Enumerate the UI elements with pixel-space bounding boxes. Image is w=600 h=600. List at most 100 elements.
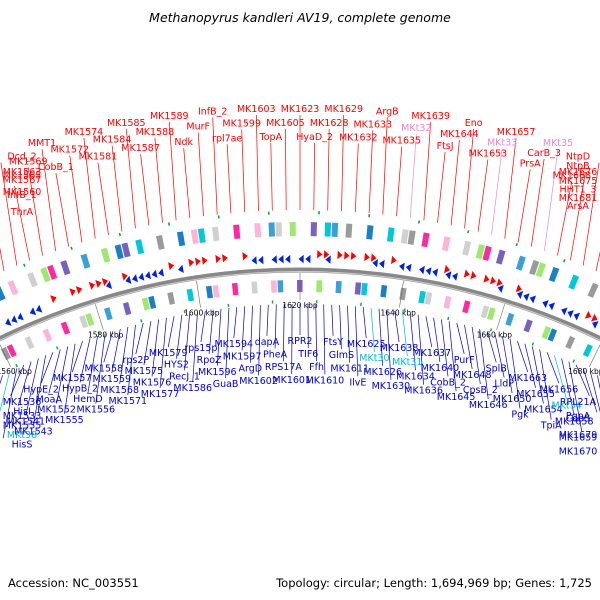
gene-label: MKt35: [543, 138, 573, 149]
gene-label: Ndk: [174, 137, 193, 148]
gene-label: ThrA: [10, 207, 34, 218]
gene-label: MK1637: [412, 348, 451, 359]
gene-label: MK1588: [136, 127, 175, 138]
label-connector-bottom: [25, 358, 39, 416]
gene-label: MK1533: [3, 411, 42, 422]
gene-label: MK1552: [37, 405, 76, 416]
tick-label: 1660 kbp: [477, 331, 513, 340]
cog-color-box: [251, 281, 258, 294]
gene-label: MK1645: [437, 392, 476, 403]
gene-label: MK1568: [100, 385, 139, 396]
cog-color-box: [205, 285, 213, 299]
gene-label: MK1636: [404, 386, 443, 397]
label-connector-top: [409, 134, 417, 219]
gene-label: MK1640: [421, 363, 460, 374]
label-connector-top: [517, 169, 531, 243]
label-connector-bottom: [56, 346, 69, 404]
forward-gene-arrow: [201, 256, 208, 265]
cog-color-box: [275, 222, 282, 237]
track-tick: [418, 220, 420, 224]
cog-color-box: [121, 242, 131, 258]
track-tick: [447, 316, 450, 320]
gene-label: MK1602: [239, 376, 278, 387]
cog-color-box: [462, 300, 471, 314]
cog-color-box: [482, 245, 492, 261]
label-connector-bottom: [249, 305, 253, 363]
label-connector-bottom: [176, 314, 183, 359]
gene-label: RPR2: [288, 336, 313, 347]
gene-label: CpsB_2: [463, 385, 498, 396]
gene-label: IlvE: [349, 377, 366, 388]
label-connector-bottom: [33, 355, 46, 426]
forward-gene-arrow: [101, 278, 108, 287]
label-connector-top: [477, 159, 489, 232]
cog-color-box: [345, 223, 353, 238]
gene-label: dapA: [255, 337, 280, 348]
label-connector-bottom: [192, 312, 198, 383]
gene-label: MKt30: [359, 353, 389, 364]
cog-color-box: [418, 290, 426, 304]
cog-color-box: [443, 295, 452, 309]
label-connector-bottom: [283, 304, 285, 362]
label-connector-top: [450, 140, 460, 226]
gene-label: CobB_1: [38, 162, 74, 173]
reverse-gene-arrow: [251, 256, 257, 265]
label-connector-bottom: [354, 306, 359, 377]
cog-color-box: [324, 222, 332, 237]
label-connector-bottom: [266, 304, 269, 336]
cog-color-box: [441, 236, 451, 252]
reverse-gene-arrow: [497, 284, 504, 293]
forward-gene-arrow: [215, 254, 221, 264]
reverse-gene-arrow: [445, 271, 452, 280]
tick-mark: [0, 344, 11, 367]
gene-labels: ThrA MK1560 MK1563 InfB_1 MK1565 Dcd_2 MK1567 M…: [3, 104, 598, 457]
label-connector-bottom: [531, 346, 544, 404]
label-connector-bottom: [417, 314, 424, 385]
track-tick: [489, 328, 493, 332]
cog-color-box: [148, 295, 157, 309]
gene-label: MK1575: [125, 366, 164, 377]
cog-color-box: [268, 222, 275, 237]
forward-gene-arrow: [188, 258, 195, 267]
forward-gene-arrow: [168, 262, 174, 271]
gene-label: MK1596: [198, 367, 237, 378]
cog-color-box: [42, 328, 53, 342]
gene-label: MMT1: [28, 138, 56, 149]
label-connector-bottom: [225, 307, 230, 378]
reverse-gene-arrow: [17, 312, 24, 321]
label-connector-top: [341, 114, 345, 212]
cog-color-box: [462, 240, 472, 256]
gene-label: SplB: [486, 363, 507, 374]
reverse-gene-arrow: [372, 259, 378, 268]
label-connector-top: [0, 162, 18, 266]
label-connector-bottom: [151, 319, 159, 377]
label-connector-bottom: [40, 352, 54, 384]
gene-label: MK1658: [555, 416, 594, 427]
cog-color-box: [331, 222, 339, 237]
label-connector-bottom: [441, 319, 449, 377]
reverse-gene-arrow: [432, 268, 439, 277]
label-connector-bottom: [509, 338, 521, 409]
cog-color-box: [156, 235, 165, 250]
gene-label: MK1639: [411, 111, 450, 122]
label-connector-bottom: [127, 324, 136, 395]
cog-color-box: [167, 292, 175, 305]
label-connector-bottom: [502, 335, 513, 394]
reverse-gene-arrow: [132, 274, 138, 283]
track-tick: [318, 211, 320, 215]
reverse-gene-arrow: [145, 271, 151, 280]
cog-color-box: [529, 259, 540, 276]
reverse-gene-arrow: [29, 307, 37, 316]
cog-color-box: [7, 280, 19, 296]
label-connector-top: [69, 155, 83, 243]
gene-label: MK1560: [3, 187, 42, 198]
label-connector-bottom: [64, 343, 76, 414]
cog-color-box: [24, 336, 35, 350]
gene-label: MK1555: [45, 415, 84, 426]
gene-label: MK1679: [559, 430, 598, 441]
gene-label: MK1663: [508, 373, 547, 384]
label-connector-bottom: [494, 333, 505, 378]
gene-label: RecJ_1: [169, 371, 200, 382]
cog-color-box: [254, 223, 262, 238]
cog-color-box: [233, 224, 241, 239]
